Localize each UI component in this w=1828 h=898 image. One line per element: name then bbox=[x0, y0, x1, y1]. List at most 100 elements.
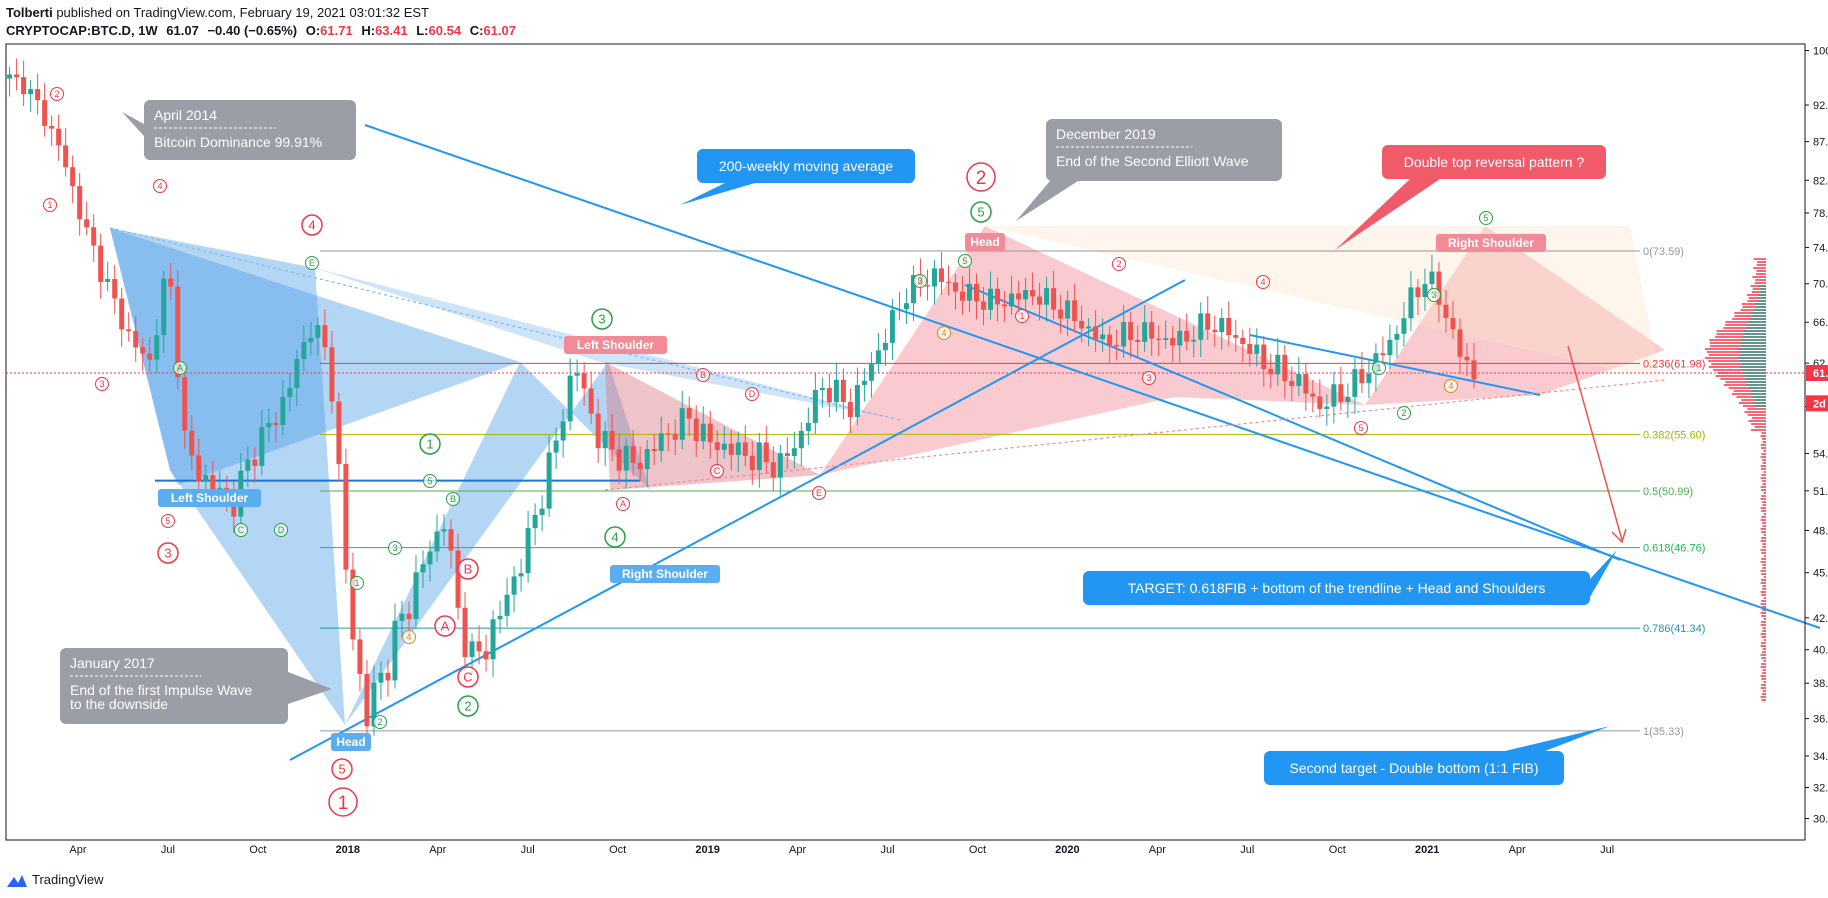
volume-profile-bar bbox=[1736, 396, 1766, 398]
candle-body bbox=[63, 145, 69, 168]
volume-profile-bar bbox=[1761, 552, 1766, 554]
wave-label-circle bbox=[161, 514, 175, 528]
candle-body bbox=[1198, 313, 1204, 340]
ma200-trendline[interactable] bbox=[364, 124, 1821, 629]
wave-label: 2 bbox=[464, 699, 471, 714]
y-tick-label: 51.00 bbox=[1813, 486, 1828, 498]
candle-body bbox=[847, 401, 853, 418]
target-arrow-head bbox=[1611, 528, 1627, 544]
tradingview-footer: TradingView bbox=[6, 872, 104, 892]
y-tick-label: 45.00 bbox=[1813, 568, 1828, 580]
candle-body bbox=[868, 364, 874, 381]
callout-target-tail bbox=[1590, 550, 1617, 597]
volume-profile-bar bbox=[1747, 414, 1766, 416]
callout-second-box bbox=[1264, 751, 1564, 785]
volume-profile-bar bbox=[1761, 468, 1766, 470]
price-change: −0.40 (−0.65%) bbox=[207, 23, 298, 38]
wave-label: 4 bbox=[157, 181, 162, 191]
volume-profile-bar bbox=[1755, 405, 1766, 407]
candle-body bbox=[952, 282, 958, 292]
volume-profile-bar bbox=[1753, 258, 1766, 260]
wave-label: E bbox=[309, 258, 315, 268]
tradingview-brand[interactable]: TradingView bbox=[32, 872, 104, 887]
volume-profile-bar bbox=[1755, 279, 1766, 281]
rising-trendline[interactable] bbox=[289, 279, 1186, 761]
y-tick-label: 40.00 bbox=[1813, 645, 1828, 657]
volume-profile-bar bbox=[1740, 309, 1766, 311]
candle-body bbox=[777, 453, 783, 478]
volume-profile-bar bbox=[1752, 288, 1766, 290]
candle-body bbox=[1303, 373, 1309, 394]
volume-profile-bar bbox=[1742, 405, 1766, 407]
callout-april2014-title: April 2014 bbox=[154, 107, 217, 123]
volume-profile-bar bbox=[1760, 696, 1766, 698]
y-tick-label: 36.00 bbox=[1813, 714, 1828, 726]
author-name[interactable]: Tolberti bbox=[6, 5, 53, 20]
candle-body bbox=[1324, 406, 1330, 409]
symbol-label[interactable]: CRYPTOCAP:BTC.D, 1W bbox=[6, 23, 158, 38]
x-tick-label: 2018 bbox=[336, 844, 360, 856]
x-tick-label: Jul bbox=[1240, 844, 1254, 856]
candle-body bbox=[56, 128, 62, 146]
volume-profile-bar bbox=[1754, 282, 1766, 284]
candle-body bbox=[1464, 356, 1470, 361]
volume-profile-bar bbox=[1762, 501, 1766, 503]
volume-profile-bar bbox=[1743, 372, 1766, 374]
candle-body bbox=[455, 550, 461, 608]
candle-body bbox=[196, 455, 202, 482]
blue-wave-area-1 bbox=[110, 228, 345, 725]
open-label: O: bbox=[305, 23, 321, 38]
volume-profile-bar bbox=[1743, 375, 1766, 377]
callout-dec2019-body: End of the Second Elliott Wave bbox=[1056, 153, 1249, 169]
volume-profile-bar bbox=[1723, 327, 1766, 329]
volume-profile-bar bbox=[1761, 684, 1766, 686]
candle-body bbox=[595, 413, 601, 449]
volume-profile-bar bbox=[1763, 597, 1766, 599]
volume-profile-bar bbox=[1717, 372, 1766, 374]
volume-profile-bar bbox=[1741, 369, 1766, 371]
volume-profile-bar bbox=[1754, 303, 1766, 305]
volume-profile-bar bbox=[1762, 543, 1766, 545]
y-tick-label: 54.00 bbox=[1813, 448, 1828, 460]
volume-profile-bar bbox=[1762, 546, 1766, 548]
callout-doubletop-tail bbox=[1335, 179, 1440, 250]
volume-profile-bar bbox=[1760, 582, 1766, 584]
price-tag-label: 2d 16h bbox=[1813, 398, 1828, 410]
volume-profile-bar bbox=[1734, 312, 1766, 314]
candle-body bbox=[308, 337, 314, 342]
y-tick-label: 34.00 bbox=[1813, 751, 1828, 763]
volume-profile-bar bbox=[1725, 324, 1766, 326]
volume-profile-bar bbox=[1762, 462, 1766, 464]
candle-body bbox=[882, 342, 888, 351]
candle-body bbox=[105, 278, 111, 282]
candle-body bbox=[259, 427, 265, 466]
candle-body bbox=[735, 442, 741, 455]
candle-body bbox=[1240, 337, 1246, 344]
tag-rs1: Right Shoulder bbox=[622, 567, 708, 581]
close-label: C: bbox=[469, 23, 484, 38]
wave-label-circle bbox=[591, 308, 613, 330]
volume-profile-bar bbox=[1751, 390, 1766, 392]
candle-body bbox=[1023, 290, 1029, 300]
candle-body bbox=[931, 268, 937, 287]
tradingview-logo-icon bbox=[7, 874, 27, 887]
candle-body bbox=[910, 275, 916, 304]
wave-label: 2 bbox=[1116, 259, 1121, 269]
tag-ls1: Left Shoulder bbox=[171, 491, 249, 505]
volume-profile-bar bbox=[1760, 498, 1766, 500]
volume-profile-bar bbox=[1728, 387, 1766, 389]
volume-profile-bar bbox=[1738, 402, 1766, 404]
candle-body bbox=[343, 463, 349, 570]
wave-label-circle bbox=[388, 541, 402, 555]
volume-profile-bar bbox=[1750, 429, 1766, 431]
volume-profile-bar bbox=[1762, 438, 1766, 440]
volume-profile-bar bbox=[1760, 612, 1766, 614]
volume-profile-bar bbox=[1761, 453, 1766, 455]
wave-label: 1 bbox=[1019, 311, 1024, 321]
candle-body bbox=[175, 286, 181, 378]
candle-body bbox=[840, 379, 846, 402]
volume-profile-bar bbox=[1715, 375, 1766, 377]
volume-profile-bar bbox=[1755, 273, 1766, 275]
volume-profile-bar bbox=[1709, 345, 1766, 347]
